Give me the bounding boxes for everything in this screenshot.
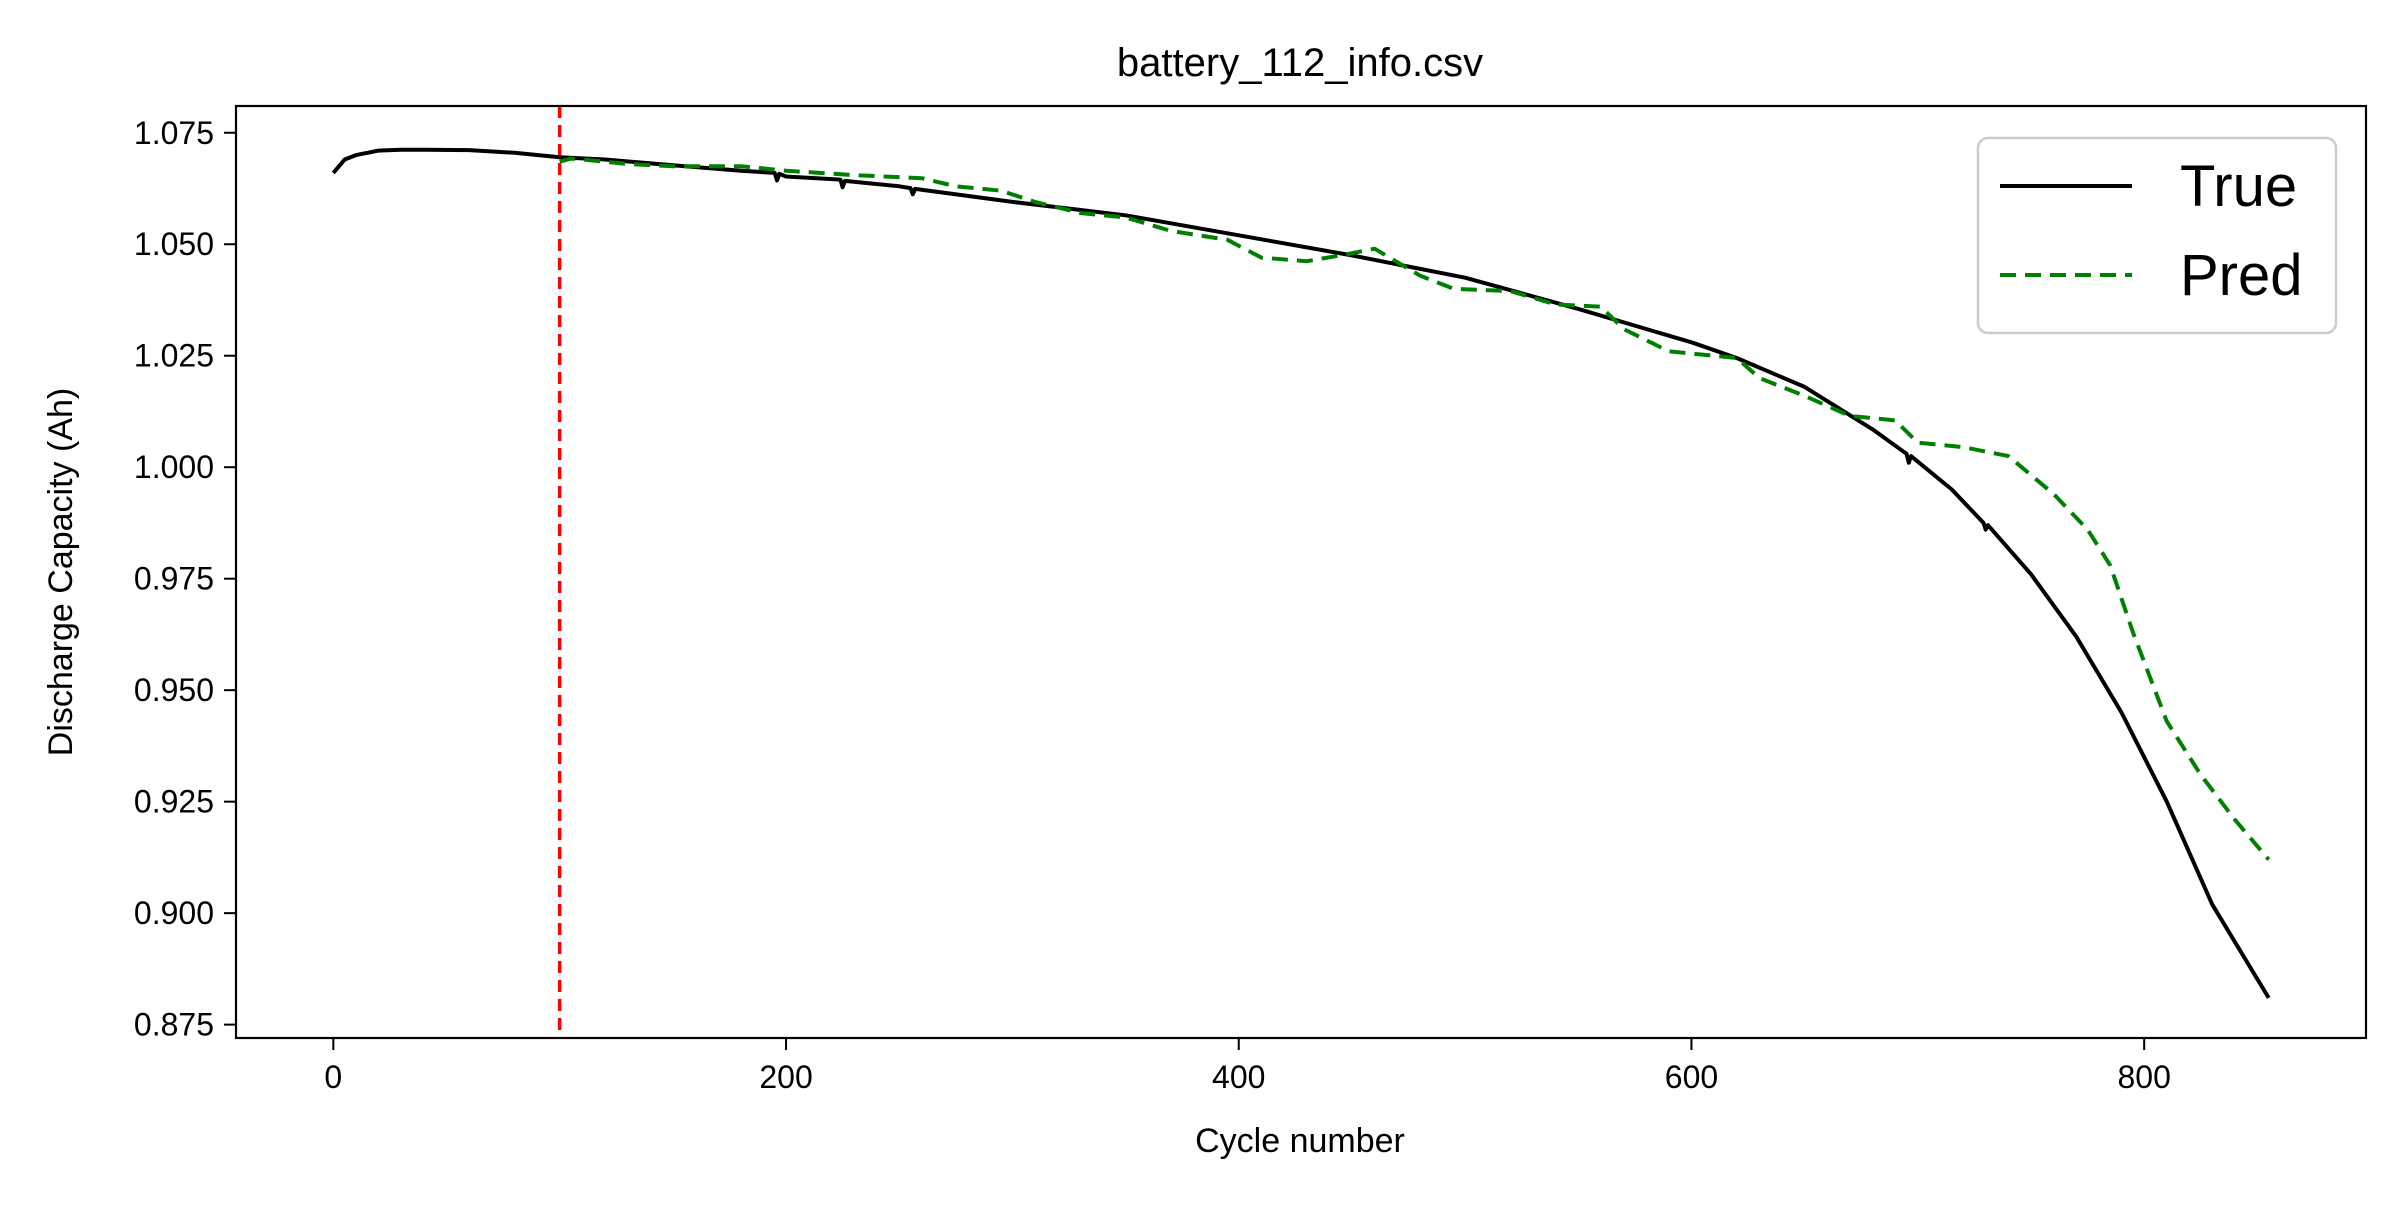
x-tick-label: 800 (2117, 1059, 2170, 1095)
plot-area-frame (234, 104, 2368, 1040)
y-tick-label: 0.875 (134, 1007, 214, 1043)
series-line-true (331, 147, 2271, 999)
y-tick-label: 0.900 (134, 895, 214, 931)
legend-label-pred: Pred (2180, 243, 2303, 308)
y-tick-label: 1.025 (134, 338, 214, 374)
y-axis: 0.875 0.900 0.925 0.950 0.975 1.000 1.025 1.050… (134, 115, 236, 1043)
y-tick-label: 0.975 (134, 561, 214, 597)
x-axis-title: Cycle number (1195, 1122, 1405, 1160)
y-tick-label: 1.050 (134, 226, 214, 262)
x-axis: 0 200 400 600 800 (324, 1038, 2171, 1095)
x-tick-label: 400 (1212, 1059, 1265, 1095)
legend-label-true: True (2180, 154, 2297, 219)
y-tick-label: 0.950 (134, 672, 214, 708)
series-layer (331, 147, 2271, 999)
y-tick-label: 1.000 (134, 449, 214, 485)
y-tick-label: 0.925 (134, 784, 214, 820)
x-tick-label: 600 (1665, 1059, 1718, 1095)
y-tick-label: 1.075 (134, 115, 214, 151)
legend: True Pred (1976, 136, 2338, 335)
chart-title: battery_112_info.csv (1117, 41, 1483, 85)
x-tick-label: 200 (759, 1059, 812, 1095)
y-axis-title: Discharge Capacity (Ah) (42, 388, 80, 756)
x-tick-label: 0 (324, 1059, 342, 1095)
